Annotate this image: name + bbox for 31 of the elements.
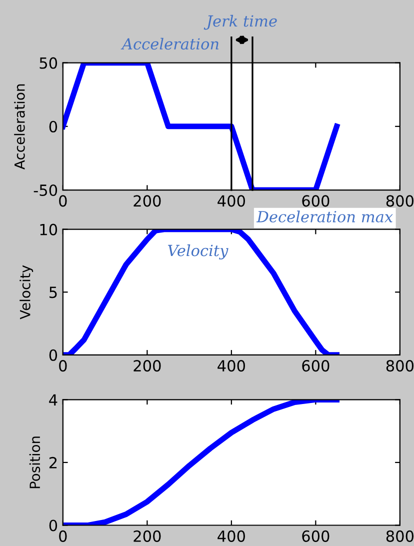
- annotation: Deceleration max: [256, 210, 393, 222]
- x-tick-label: 200: [134, 360, 161, 372]
- y-tick-label: 0: [49, 349, 58, 361]
- x-tick-label: 800: [386, 195, 414, 207]
- y-tick-label: 5: [50, 286, 57, 298]
- y-tick-label: 10: [40, 224, 58, 236]
- x-tick-label: 200: [134, 530, 161, 542]
- y-axis-title: Acceleration: [14, 84, 25, 170]
- y-tick-label: 50: [40, 57, 58, 69]
- x-tick-label: 0: [59, 195, 67, 207]
- x-tick-label: 600: [302, 360, 330, 372]
- y-tick-label: 0: [49, 520, 58, 532]
- y-tick-label: 4: [49, 394, 58, 406]
- x-tick-label: 0: [59, 360, 67, 372]
- x-tick-label: 600: [302, 530, 330, 542]
- y-tick-label: 0: [49, 120, 58, 132]
- y-axis-title: Velocity: [20, 265, 34, 320]
- x-tick-label: 200: [134, 195, 161, 207]
- x-tick-label: 600: [302, 195, 330, 207]
- annotation: Velocity: [168, 244, 228, 260]
- x-tick-label: 400: [218, 530, 245, 542]
- x-tick-label: 0: [59, 530, 67, 542]
- x-tick-label: 800: [386, 360, 414, 372]
- x-tick-label: 400: [218, 360, 245, 372]
- x-tick-label: 800: [386, 530, 414, 542]
- y-axis-title: Position: [29, 436, 40, 488]
- y-tick-label: -50: [34, 184, 58, 196]
- text: Acceleration: [120, 38, 218, 50]
- text: Jerk time: [204, 14, 277, 30]
- y-tick-label: 2: [49, 456, 57, 468]
- x-tick-label: 400: [218, 195, 245, 207]
